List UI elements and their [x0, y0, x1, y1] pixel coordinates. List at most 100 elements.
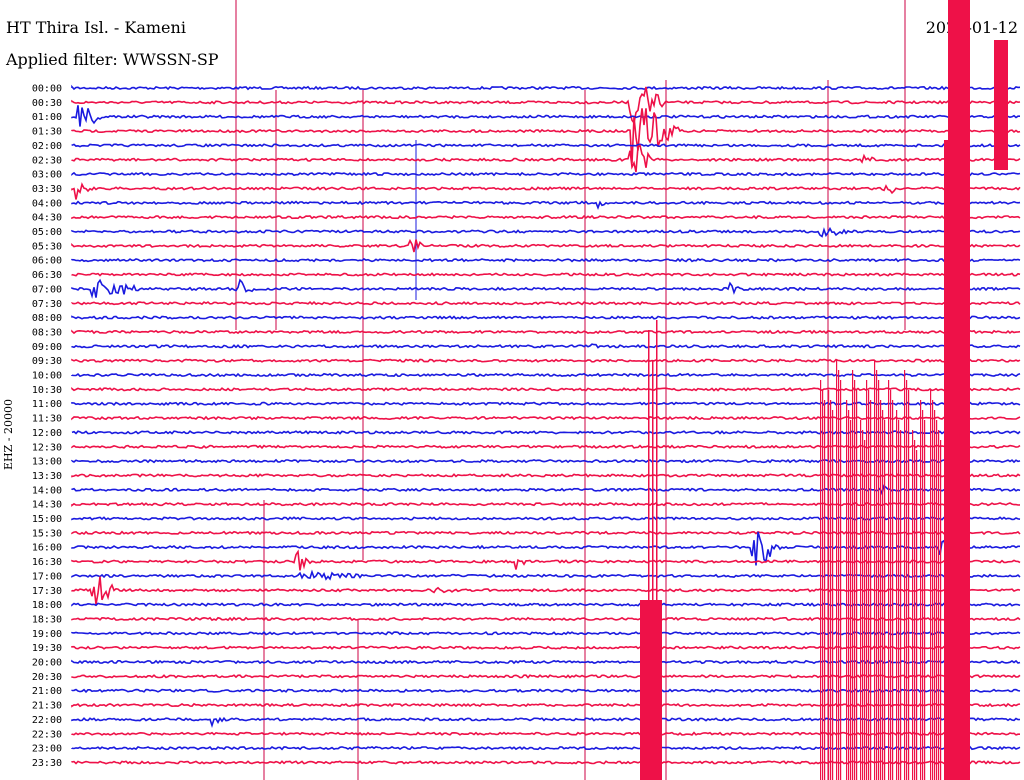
saturated-signal	[914, 440, 916, 780]
tick-label-0830: 08:30	[32, 327, 62, 338]
trace-0830	[71, 329, 1021, 335]
saturated-signal	[878, 380, 880, 780]
trace-0630	[71, 272, 1021, 277]
saturated-signal	[864, 440, 866, 780]
tick-label-2100: 21:00	[32, 686, 62, 697]
saturated-signal	[940, 440, 942, 780]
saturated-signal	[936, 420, 938, 780]
trace-0000	[71, 84, 1021, 91]
tick-label-0400: 04:00	[32, 198, 62, 209]
tick-label-0230: 02:30	[32, 155, 62, 166]
saturated-signal	[934, 410, 936, 780]
trace-1230	[71, 444, 1021, 450]
trace-2100	[71, 688, 1021, 694]
saturated-signal	[832, 410, 834, 780]
tick-label-0100: 01:00	[32, 112, 62, 123]
tick-label-0430: 04:30	[32, 213, 62, 224]
trace-0800	[71, 315, 1021, 320]
saturated-signal	[920, 400, 922, 780]
saturated-signal	[868, 390, 870, 780]
saturated-signal	[908, 390, 910, 780]
tick-label-1100: 11:00	[32, 399, 62, 410]
trace-0930	[71, 358, 1021, 363]
tick-label-1430: 14:30	[32, 500, 62, 511]
saturated-signal	[860, 420, 862, 780]
tick-label-0330: 03:30	[32, 184, 62, 195]
saturated-signal	[912, 430, 914, 780]
tick-label-1800: 18:00	[32, 600, 62, 611]
saturated-signal	[836, 360, 838, 780]
tick-label-1830: 18:30	[32, 614, 62, 625]
saturated-signal	[948, 0, 970, 780]
saturated-signal	[924, 420, 926, 780]
saturated-signal	[846, 400, 848, 780]
saturated-signal	[944, 140, 950, 780]
tick-label-2000: 20:00	[32, 658, 62, 669]
saturated-signal	[898, 420, 900, 780]
tick-label-0030: 00:30	[32, 98, 62, 109]
tick-label-1400: 14:00	[32, 485, 62, 496]
saturated-signal	[850, 420, 852, 780]
saturated-signal	[922, 410, 924, 780]
trace-1700	[71, 569, 1021, 581]
saturated-signal	[994, 40, 1008, 170]
trace-1100	[71, 401, 1021, 406]
tick-label-0900: 09:00	[32, 342, 62, 353]
saturated-signal	[904, 370, 906, 780]
saturated-signal	[892, 400, 894, 780]
trace-0600	[71, 257, 1021, 263]
trace-1300	[71, 458, 1021, 464]
tick-label-2030: 20:30	[32, 672, 62, 683]
trace-1430	[71, 501, 1021, 507]
trace-1530	[71, 530, 1021, 536]
tick-label-1000: 10:00	[32, 371, 62, 382]
trace-1730	[71, 576, 1021, 605]
saturated-signal	[930, 390, 932, 780]
trace-1600	[71, 531, 1020, 566]
trace-2300	[71, 745, 1021, 751]
tick-label-2330: 23:30	[32, 758, 62, 769]
trace-2000	[71, 659, 1021, 665]
station-title: HT Thira Isl. - Kameni	[6, 18, 186, 37]
tick-label-1130: 11:30	[32, 414, 62, 425]
trace-0900	[71, 343, 1021, 349]
trace-0130	[71, 108, 1021, 164]
saturated-signal	[856, 390, 858, 780]
tick-label-1500: 15:00	[32, 514, 62, 525]
tick-label-2130: 21:30	[32, 701, 62, 712]
tick-label-0200: 02:00	[32, 141, 62, 152]
saturated-signal	[848, 410, 850, 780]
tick-label-1700: 17:00	[32, 571, 62, 582]
saturated-signal	[874, 360, 876, 780]
trace-0300	[71, 171, 1021, 177]
tick-label-0930: 09:30	[32, 356, 62, 367]
tick-label-1900: 19:00	[32, 629, 62, 640]
tick-label-1200: 12:00	[32, 428, 62, 439]
trace-2130	[71, 702, 1021, 708]
saturated-signal	[830, 400, 832, 780]
saturated-signal	[896, 410, 898, 780]
trace-1900	[71, 630, 1021, 636]
trace-0400	[71, 200, 1021, 210]
trace-2230	[71, 731, 1020, 737]
trace-0430	[71, 214, 1021, 220]
saturated-signal	[876, 370, 878, 780]
trace-0230	[71, 144, 1021, 173]
tick-label-1600: 16:00	[32, 543, 62, 554]
tick-label-0630: 06:30	[32, 270, 62, 281]
trace-0500	[71, 226, 1021, 238]
tick-label-2300: 23:00	[32, 744, 62, 755]
saturated-signal	[822, 390, 824, 780]
tick-label-2200: 22:00	[32, 715, 62, 726]
eruption-signal	[640, 0, 1008, 780]
tick-label-2230: 22:30	[32, 729, 62, 740]
trace-0330	[71, 182, 1021, 200]
seismic-traces	[71, 84, 1021, 765]
saturated-signal	[938, 430, 940, 780]
saturated-signal	[890, 390, 892, 780]
trace-1630	[71, 549, 1021, 571]
saturated-signal	[656, 320, 658, 780]
saturated-signal	[648, 330, 650, 780]
tick-label-1030: 10:30	[32, 385, 62, 396]
